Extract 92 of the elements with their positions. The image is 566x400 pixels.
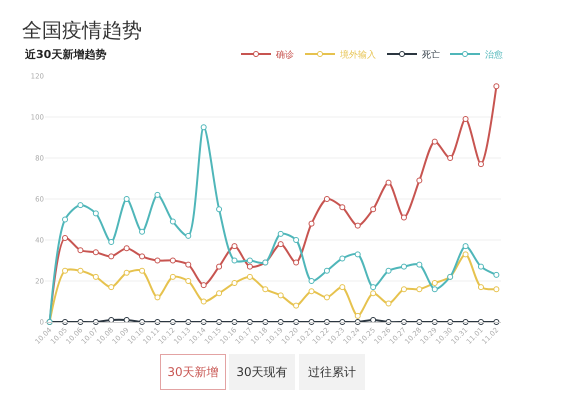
point [231,280,238,286]
point [108,239,114,246]
chart-subtitle: 近30天新增趋势 [24,48,106,61]
point [324,196,330,202]
point [139,228,146,235]
legend-label: 死亡 [422,50,440,61]
point [370,290,376,296]
point [278,241,284,248]
point [216,206,222,212]
point [216,264,222,270]
point [386,180,392,186]
point [154,192,160,198]
point [77,247,84,254]
point [370,206,376,212]
point [462,116,469,122]
point [339,255,346,262]
point [170,258,176,264]
point [124,196,130,202]
point [170,274,176,280]
point [324,268,330,274]
point [246,274,253,280]
point [447,155,454,161]
point [154,258,160,264]
point [416,262,422,268]
point [108,253,114,260]
point [139,253,146,260]
point [124,245,130,252]
point [432,280,438,286]
point [478,161,484,168]
point [62,234,68,241]
point [231,243,238,250]
point [216,290,222,296]
point [462,243,469,250]
point [308,288,315,294]
point [246,258,253,264]
point [339,284,346,290]
point [124,270,130,276]
point [77,202,84,208]
point [200,298,207,304]
point [185,232,192,239]
point [185,278,192,284]
point [308,220,315,227]
point [62,268,68,274]
point [462,251,469,258]
point [386,300,392,307]
point [400,214,407,220]
text: 30天现有 [236,365,288,379]
point [478,264,484,270]
text: 30天新增 [167,365,219,379]
point [200,282,207,288]
point [154,294,160,300]
point [354,251,361,258]
point [92,274,99,280]
point [354,312,361,319]
point [77,268,84,274]
point [185,262,192,268]
point [262,286,268,292]
point [278,230,284,237]
point [92,249,99,256]
point [400,264,407,270]
legend-label: 境外输入 [339,50,376,61]
point [324,294,330,300]
legend-label: 治愈 [485,50,503,61]
point [493,272,500,278]
point [293,302,300,309]
text: 过往累计 [308,365,356,379]
point [293,260,300,266]
point [62,216,68,222]
point [92,210,99,216]
point [308,278,315,284]
point [416,178,422,184]
point [139,268,146,274]
point [400,286,407,292]
point [493,83,500,90]
point [354,222,361,229]
point [386,268,392,274]
point [432,138,438,145]
point [108,284,114,290]
point [278,292,284,298]
point [231,258,238,264]
point [293,237,300,243]
point [370,284,376,290]
point [416,286,422,292]
legend-label: 确诊 [275,50,294,61]
point [493,286,500,292]
point [246,264,253,270]
point [339,204,346,210]
point [432,286,438,292]
point [170,218,176,225]
point [478,284,484,290]
point [200,124,207,130]
chart-title: 全国疫情趋势 [22,18,142,42]
